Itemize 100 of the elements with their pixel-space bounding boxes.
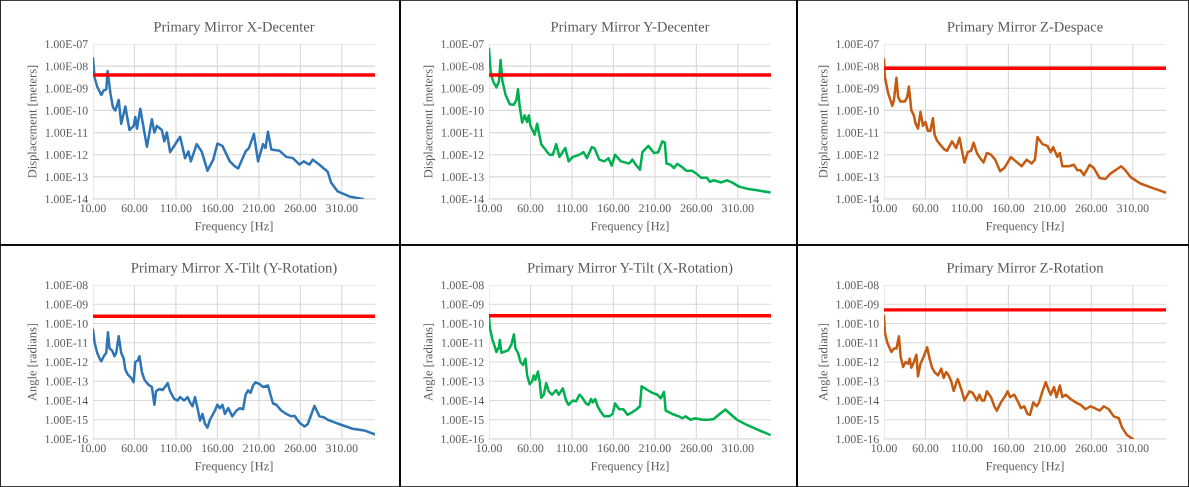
x-tick-label: 310.00 bbox=[722, 204, 754, 213]
x-tick-label: 260.00 bbox=[284, 444, 317, 453]
y-axis-title: Displacement [meters] bbox=[423, 65, 435, 178]
y-tick-label: 1.00E-13 bbox=[45, 377, 88, 386]
y-tick-label: 1.00E-09 bbox=[45, 84, 88, 93]
x-tick-label: 110.00 bbox=[556, 204, 588, 213]
x-tick-label: 10.00 bbox=[80, 204, 106, 213]
x-tick-label: 10.00 bbox=[80, 444, 106, 453]
y-tick-label: 1.00E-14 bbox=[45, 195, 88, 204]
y-tick-label: 1.00E-15 bbox=[836, 416, 879, 425]
x-tick-label: 210.00 bbox=[243, 204, 275, 213]
y-tick-label: 1.00E-12 bbox=[836, 358, 879, 367]
y-tick-label: 1.00E-10 bbox=[441, 106, 484, 115]
y-tick-label: 1.00E-09 bbox=[45, 300, 88, 309]
y-tick-label: 1.00E-12 bbox=[441, 358, 484, 367]
y-tick-label: 1.00E-11 bbox=[442, 128, 484, 137]
y-axis-title: Displacement [meters] bbox=[27, 65, 39, 178]
x-axis-title: Frequency [Hz] bbox=[194, 221, 273, 233]
y-tick-label: 1.00E-15 bbox=[441, 416, 484, 425]
x-tick-label: 260.00 bbox=[284, 204, 317, 213]
y-tick-label: 1.00E-10 bbox=[441, 319, 484, 328]
y-tick-label: 1.00E-15 bbox=[45, 416, 88, 425]
chart-title: Primary Mirror Y-Tilt (X-Rotation) bbox=[527, 262, 733, 276]
line-series bbox=[884, 314, 1135, 439]
y-tick-label: 1.00E-12 bbox=[441, 150, 484, 159]
y-tick-label: 1.00E-14 bbox=[836, 195, 879, 204]
y-tick-label: 1.00E-13 bbox=[441, 173, 484, 182]
chart-title: Primary Mirror Z-Despace bbox=[947, 21, 1103, 35]
y-tick-label: 1.00E-10 bbox=[836, 106, 879, 115]
x-tick-label: 160.00 bbox=[993, 444, 1025, 453]
x-axis-title: Frequency [Hz] bbox=[194, 461, 273, 473]
x-tick-label: 310.00 bbox=[326, 204, 358, 213]
y-tick-label: 1.00E-11 bbox=[46, 128, 88, 137]
chart-title: Primary Mirror X-Tilt (Y-Rotation) bbox=[131, 262, 337, 276]
x-tick-label: 310.00 bbox=[326, 444, 358, 453]
y-tick-label: 1.00E-16 bbox=[836, 435, 879, 444]
x-tick-label: 60.00 bbox=[912, 444, 939, 453]
x-tick-label: 110.00 bbox=[951, 444, 983, 453]
y-tick-label: 1.00E-13 bbox=[836, 377, 879, 386]
x-tick-label: 210.00 bbox=[1034, 204, 1066, 213]
x-tick-label: 10.00 bbox=[871, 204, 897, 213]
y-tick-label: 1.00E-14 bbox=[441, 396, 484, 405]
y-tick-label: 1.00E-12 bbox=[836, 150, 879, 159]
x-tick-label: 160.00 bbox=[598, 444, 630, 453]
y-tick-label: 1.00E-09 bbox=[441, 84, 484, 93]
y-tick-label: 1.00E-13 bbox=[441, 377, 484, 386]
x-tick-label: 60.00 bbox=[121, 204, 148, 213]
line-series bbox=[884, 58, 1166, 194]
x-tick-label: 310.00 bbox=[1117, 444, 1149, 453]
x-tick-label: 60.00 bbox=[517, 204, 544, 213]
chart-title: Primary Mirror Z-Rotation bbox=[946, 262, 1104, 276]
y-tick-label: 1.00E-08 bbox=[45, 62, 88, 71]
x-tick-label: 10.00 bbox=[871, 444, 897, 453]
x-tick-label: 110.00 bbox=[160, 444, 192, 453]
y-tick-label: 1.00E-10 bbox=[45, 106, 88, 115]
x-tick-label: 160.00 bbox=[202, 444, 234, 453]
y-tick-label: 1.00E-16 bbox=[441, 435, 484, 444]
y-axis-title: Displacement [meters] bbox=[818, 65, 830, 178]
y-tick-label: 1.00E-14 bbox=[441, 195, 484, 204]
y-tick-label: 1.00E-10 bbox=[45, 319, 88, 328]
x-tick-label: 60.00 bbox=[517, 444, 544, 453]
chart-title: Primary Mirror X-Decenter bbox=[153, 21, 315, 35]
x-tick-label: 260.00 bbox=[680, 204, 713, 213]
y-tick-label: 1.00E-07 bbox=[441, 40, 484, 49]
x-tick-label: 110.00 bbox=[556, 444, 588, 453]
y-tick-label: 1.00E-13 bbox=[836, 173, 879, 182]
y-tick-label: 1.00E-09 bbox=[441, 300, 484, 309]
x-tick-label: 60.00 bbox=[912, 204, 939, 213]
x-tick-label: 260.00 bbox=[680, 444, 713, 453]
y-tick-label: 1.00E-08 bbox=[45, 281, 88, 290]
line-series bbox=[93, 57, 364, 199]
x-tick-label: 260.00 bbox=[1075, 204, 1108, 213]
x-tick-label: 10.00 bbox=[476, 444, 502, 453]
x-tick-label: 210.00 bbox=[639, 204, 671, 213]
y-tick-label: 1.00E-12 bbox=[45, 358, 88, 367]
x-tick-label: 210.00 bbox=[1034, 444, 1066, 453]
y-tick-label: 1.00E-11 bbox=[837, 339, 879, 348]
x-tick-label: 160.00 bbox=[993, 204, 1025, 213]
y-axis-title: Angle [radians] bbox=[27, 323, 39, 401]
x-tick-label: 260.00 bbox=[1075, 444, 1108, 453]
x-axis-title: Frequency [Hz] bbox=[590, 461, 669, 473]
y-tick-label: 1.00E-11 bbox=[442, 339, 484, 348]
y-tick-label: 1.00E-09 bbox=[836, 84, 879, 93]
y-tick-label: 1.00E-09 bbox=[836, 300, 879, 309]
x-tick-label: 210.00 bbox=[639, 444, 671, 453]
x-axis-title: Frequency [Hz] bbox=[985, 461, 1064, 473]
x-tick-label: 310.00 bbox=[722, 444, 754, 453]
x-axis-title: Frequency [Hz] bbox=[985, 221, 1064, 233]
y-tick-label: 1.00E-08 bbox=[441, 281, 484, 290]
x-tick-label: 310.00 bbox=[1117, 204, 1149, 213]
y-axis-title: Angle [radians] bbox=[423, 323, 435, 401]
y-tick-label: 1.00E-13 bbox=[45, 173, 88, 182]
y-tick-label: 1.00E-11 bbox=[46, 339, 88, 348]
x-tick-label: 110.00 bbox=[951, 204, 983, 213]
y-tick-label: 1.00E-11 bbox=[837, 128, 879, 137]
y-axis-title: Angle [radians] bbox=[818, 323, 830, 401]
x-tick-label: 160.00 bbox=[598, 204, 630, 213]
y-tick-label: 1.00E-08 bbox=[836, 281, 879, 290]
x-tick-label: 60.00 bbox=[121, 444, 148, 453]
x-tick-label: 10.00 bbox=[476, 204, 502, 213]
